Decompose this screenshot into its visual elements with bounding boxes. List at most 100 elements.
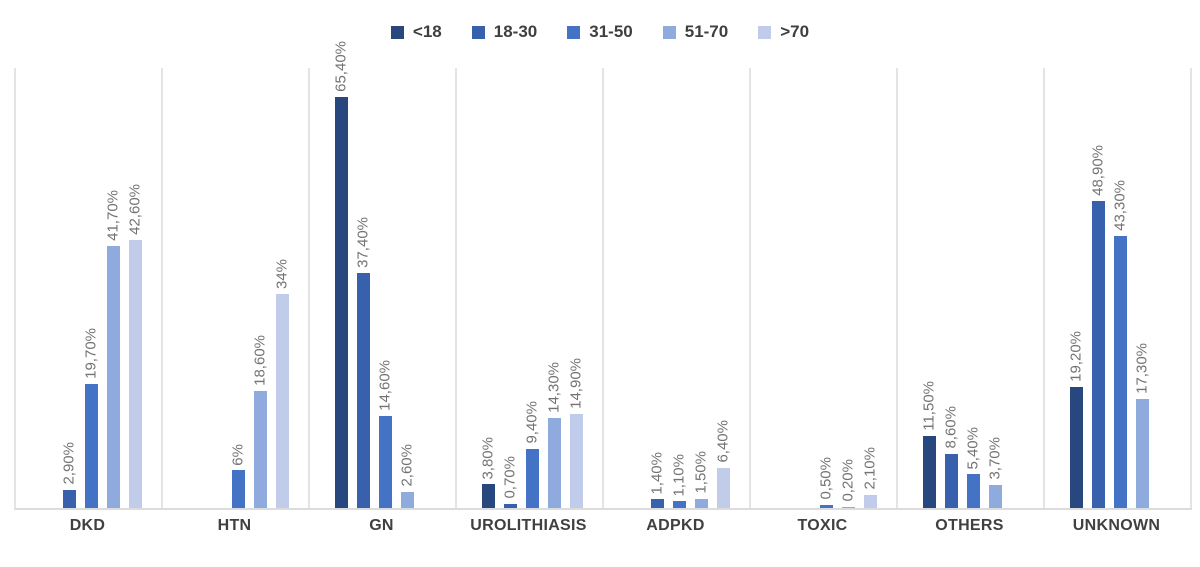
bar-urolithiasis--70 bbox=[569, 414, 583, 508]
bar-unknown-18-30 bbox=[1091, 200, 1105, 508]
bar-dkd-51-70 bbox=[106, 245, 120, 508]
bar-dkd-31-50 bbox=[84, 384, 98, 508]
category-group-toxic: 0,50% 0,20% 2,10% bbox=[751, 68, 898, 508]
x-axis-labels: DKD HTN GN UROLITHIASIS ADPKD TOXIC OTHERS UNKN… bbox=[14, 517, 1190, 535]
bar-slot: 1,50% bbox=[690, 68, 712, 508]
bar-slot: 6,40% bbox=[712, 68, 734, 508]
bar-adpkd-18-30 bbox=[650, 499, 664, 508]
bar-slot: 1,10% bbox=[668, 68, 690, 508]
bar-value-label-urolithiasis-31-50: 9,40% bbox=[523, 401, 541, 444]
bar-value-label-unknown-31-50: 43,30% bbox=[1111, 179, 1129, 231]
category-group-dkd: 2,90% 19,70% 41,70% 42,60% bbox=[16, 68, 163, 508]
x-axis-label-adpkd: ADPKD bbox=[646, 517, 705, 534]
bar-dkd-18-30 bbox=[62, 489, 76, 508]
legend-label: 31-50 bbox=[589, 22, 633, 41]
bar-slot: 8,60% bbox=[940, 68, 962, 508]
bar-dkd--70 bbox=[128, 240, 142, 508]
bar-slot bbox=[1153, 68, 1175, 508]
bar-value-label-toxic-51-70: 0,20% bbox=[839, 459, 857, 502]
bar-urolithiasis-31-50 bbox=[525, 448, 539, 508]
bar-urolithiasis--18 bbox=[481, 484, 495, 508]
legend-label: 51-70 bbox=[684, 22, 729, 41]
bar-value-label-dkd-51-70: 41,70% bbox=[104, 190, 122, 241]
legend-item-51-70: 51-70 bbox=[662, 22, 729, 42]
bar-slot: 14,90% bbox=[565, 68, 587, 508]
bar-slot: 0,50% bbox=[815, 68, 837, 508]
bar-slot: 18,60% bbox=[249, 68, 271, 508]
bar-unknown-51-70 bbox=[1135, 399, 1149, 508]
bar-slot bbox=[183, 68, 205, 508]
bar-value-label-unknown-18-30: 48,90% bbox=[1089, 144, 1107, 196]
category-group-adpkd: 1,40% 1,10% 1,50% 6,40% bbox=[604, 68, 751, 508]
bar-slot: 42,60% bbox=[124, 68, 146, 508]
x-axis-label-urolithiasis: UROLITHIASIS bbox=[470, 517, 587, 534]
bar-slot bbox=[771, 68, 793, 508]
bar-value-label-gn--18: 65,40% bbox=[332, 41, 350, 92]
bar-htn--70 bbox=[275, 294, 289, 508]
bar-value-label-urolithiasis--18: 3,80% bbox=[479, 436, 497, 480]
legend-swatch-icon bbox=[390, 25, 404, 39]
bar-value-label-dkd--70: 42,60% bbox=[126, 184, 144, 236]
bar-slot bbox=[793, 68, 815, 508]
bar-value-label-others-51-70: 3,70% bbox=[986, 437, 1004, 480]
category-group-htn: 6% 18,60% 34% bbox=[163, 68, 310, 508]
bar-value-label-htn-51-70: 18,60% bbox=[251, 335, 269, 387]
legend-label: 18-30 bbox=[493, 22, 538, 41]
bar-adpkd--70 bbox=[716, 467, 730, 508]
x-axis-label-htn: HTN bbox=[217, 517, 252, 534]
bar-value-label-htn-31-50: 6% bbox=[229, 443, 247, 466]
bar-others-31-50 bbox=[966, 474, 980, 508]
bar-urolithiasis-18-30 bbox=[503, 503, 517, 508]
category-group-others: 11,50% 8,60% 5,40% 3,70% bbox=[898, 68, 1045, 508]
bar-slot: 0,20% bbox=[837, 68, 859, 508]
bar-slot: 3,80% bbox=[477, 68, 499, 508]
bar-value-label-dkd-18-30: 2,90% bbox=[60, 442, 78, 485]
bar-urolithiasis-51-70 bbox=[547, 418, 561, 508]
bar-value-label-others-18-30: 8,60% bbox=[942, 406, 960, 449]
bar-slot: 9,40% bbox=[521, 68, 543, 508]
bar-unknown--18 bbox=[1069, 387, 1083, 508]
legend-item-31-50: 31-50 bbox=[567, 22, 633, 42]
legend-swatch-icon bbox=[567, 25, 581, 39]
bar-slot bbox=[1006, 68, 1028, 508]
bar-value-label-others--18: 11,50% bbox=[920, 380, 938, 431]
category-group-unknown: 19,20% 48,90% 43,30% 17,30% bbox=[1045, 68, 1192, 508]
legend-label: <18 bbox=[412, 22, 442, 41]
legend: <18 18-30 31-50 51-70 >70 bbox=[0, 21, 1200, 43]
bar-value-label-gn-51-70: 2,60% bbox=[398, 444, 416, 487]
bar-slot: 14,30% bbox=[543, 68, 565, 508]
bar-slot: 3,70% bbox=[984, 68, 1006, 508]
bar-slot bbox=[205, 68, 227, 508]
bar-others--18 bbox=[922, 435, 936, 508]
bar-slot: 2,10% bbox=[859, 68, 881, 508]
legend-item--18: <18 bbox=[390, 22, 442, 42]
bar-slot: 0,70% bbox=[499, 68, 521, 508]
bar-others-18-30 bbox=[944, 453, 958, 508]
bar-slot: 2,60% bbox=[396, 68, 418, 508]
x-axis-label-gn: GN bbox=[369, 517, 394, 534]
bar-value-label-urolithiasis-18-30: 0,70% bbox=[501, 456, 519, 499]
x-axis-label-toxic: TOXIC bbox=[797, 517, 848, 534]
bar-slot: 2,90% bbox=[58, 68, 80, 508]
bar-slot: 14,60% bbox=[374, 68, 396, 508]
bar-slot bbox=[36, 68, 58, 508]
bar-toxic-31-50 bbox=[819, 504, 833, 508]
bar-toxic-51-70 bbox=[841, 506, 855, 508]
bar-slot: 19,70% bbox=[80, 68, 102, 508]
bar-slot bbox=[624, 68, 646, 508]
bar-slot: 41,70% bbox=[102, 68, 124, 508]
bar-value-label-gn-31-50: 14,60% bbox=[376, 360, 394, 412]
bar-adpkd-51-70 bbox=[694, 498, 708, 508]
bar-htn-51-70 bbox=[253, 391, 267, 508]
legend-swatch-icon bbox=[758, 25, 772, 39]
bar-slot: 6% bbox=[227, 68, 249, 508]
bar-value-label-others-31-50: 5,40% bbox=[964, 426, 982, 470]
bar-slot: 1,40% bbox=[646, 68, 668, 508]
bar-value-label-htn--70: 34% bbox=[273, 259, 291, 290]
bar-value-label-gn-18-30: 37,40% bbox=[354, 217, 372, 268]
x-axis-label-unknown: UNKNOWN bbox=[1072, 517, 1161, 534]
bar-slot: 11,50% bbox=[918, 68, 940, 508]
legend-label: >70 bbox=[780, 22, 810, 41]
bar-slot: 65,40% bbox=[330, 41, 352, 508]
